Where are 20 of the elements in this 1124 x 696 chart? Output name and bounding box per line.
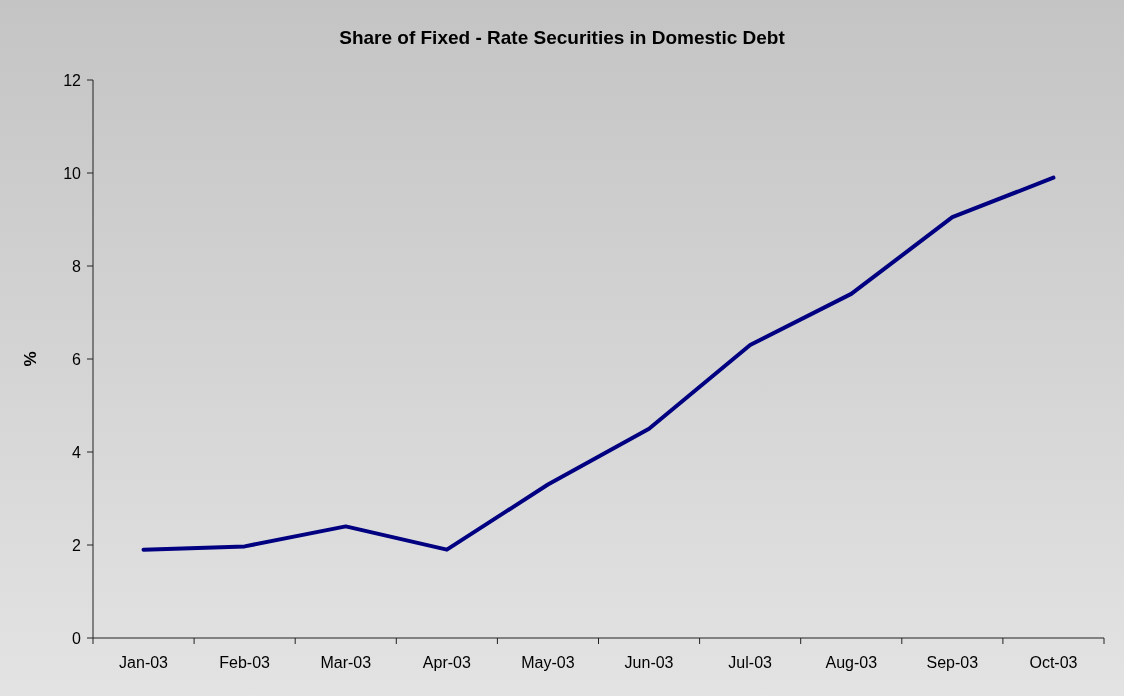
x-tick-label: Jan-03 <box>119 654 169 671</box>
y-tick-label: 10 <box>63 164 82 182</box>
y-tick-label: 8 <box>72 257 82 275</box>
y-axis-title: % <box>21 351 40 367</box>
x-tick-label: Jul-03 <box>728 654 773 671</box>
x-tick-label: May-03 <box>521 654 575 671</box>
x-tick-label: Apr-03 <box>422 654 471 671</box>
x-tick-label: Mar-03 <box>320 654 372 671</box>
x-tick-label: Sep-03 <box>926 654 979 671</box>
y-tick-label: 0 <box>72 629 82 647</box>
x-tick-label: Aug-03 <box>825 654 878 671</box>
y-tick-label: 2 <box>72 536 82 554</box>
x-tick-label: Feb-03 <box>219 654 271 671</box>
y-tick-label: 4 <box>72 443 82 461</box>
x-tick-label: Oct-03 <box>1029 654 1078 671</box>
y-tick-label: 12 <box>63 71 82 89</box>
x-tick-label: Jun-03 <box>624 654 674 671</box>
line-series <box>141 175 1056 552</box>
chart-title: Share of Fixed - Rate Securities in Domestic Debt <box>339 27 786 48</box>
y-tick-label: 6 <box>72 350 82 368</box>
